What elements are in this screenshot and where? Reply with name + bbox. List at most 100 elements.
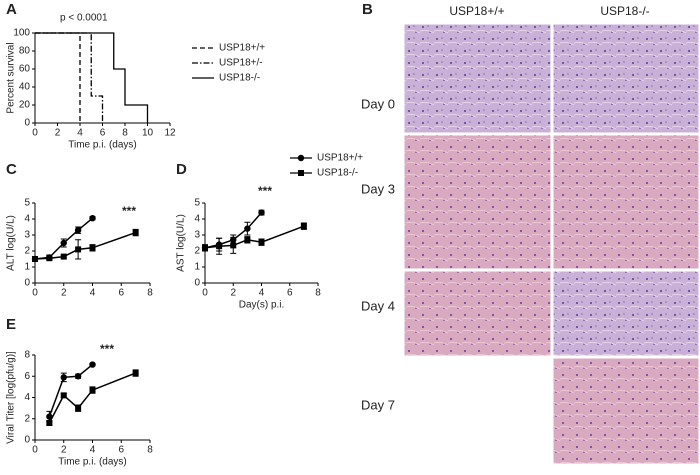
legend-marker xyxy=(298,170,304,176)
marker xyxy=(89,387,96,394)
y-tick-label: 1 xyxy=(194,262,200,273)
y-tick-label: 5 xyxy=(194,198,200,209)
marker xyxy=(32,256,38,262)
column-header: USP18-/- xyxy=(600,4,649,18)
y-axis-label: ALT log(U/L) xyxy=(6,215,17,271)
y-tick-label: 0 xyxy=(24,118,30,129)
x-tick-label: 12 xyxy=(164,128,176,139)
y-tick-label: 0 xyxy=(194,278,200,289)
x-tick-label: 4 xyxy=(90,288,96,299)
x-tick-label: 8 xyxy=(315,288,321,299)
y-tick-label: 3 xyxy=(194,230,200,241)
y-tick-label: 1 xyxy=(24,262,30,273)
marker xyxy=(202,244,208,251)
micrograph xyxy=(403,23,552,134)
y-tick-label: 5 xyxy=(24,198,30,209)
x-tick-label: 6 xyxy=(118,288,124,299)
panel-label: D xyxy=(176,161,187,178)
x-tick-label: 0 xyxy=(32,288,38,299)
marker xyxy=(60,374,67,381)
y-axis-label: Viral Titer [log(pfu/g)] xyxy=(6,351,17,444)
marker xyxy=(46,255,53,262)
legend-marker xyxy=(297,154,305,162)
x-axis-label: Time p.i. (days) xyxy=(68,140,137,151)
marker xyxy=(300,223,307,230)
y-tick-label: 100 xyxy=(13,28,30,39)
marker xyxy=(258,239,265,246)
x-tick-label: 4 xyxy=(90,445,96,456)
y-axis-label: AST log(U/L) xyxy=(176,214,187,272)
marker xyxy=(89,361,96,368)
panel-label: A xyxy=(6,1,17,18)
x-axis-label: Day(s) p.i. xyxy=(239,300,285,311)
marker xyxy=(46,413,53,420)
y-tick-label: 0 xyxy=(24,278,30,289)
x-tick-label: 2 xyxy=(55,128,61,139)
legend-label: USP18+/+ xyxy=(317,153,363,164)
annotation: *** xyxy=(258,184,272,198)
x-tick-label: 10 xyxy=(142,128,154,139)
x-tick-label: 4 xyxy=(259,288,265,299)
y-tick-label: 80 xyxy=(19,46,31,57)
annotation: *** xyxy=(122,204,136,218)
x-tick-label: 2 xyxy=(61,445,67,456)
x-tick-label: 2 xyxy=(230,288,236,299)
y-tick-label: 3 xyxy=(24,230,30,241)
legend-label: USP18-/- xyxy=(219,73,260,84)
x-tick-label: 0 xyxy=(32,128,38,139)
row-label: Day 0 xyxy=(361,96,395,111)
annotation: p < 0.0001 xyxy=(60,13,108,24)
marker xyxy=(244,236,251,243)
marker xyxy=(258,209,265,216)
panel-label: E xyxy=(6,316,16,333)
y-tick-label: 20 xyxy=(19,100,31,111)
micrograph xyxy=(403,270,552,357)
marker xyxy=(75,405,82,412)
micrograph xyxy=(552,357,700,465)
x-tick-label: 6 xyxy=(287,288,293,299)
x-tick-label: 0 xyxy=(202,288,208,299)
marker xyxy=(89,244,96,251)
y-tick-label: 2 xyxy=(194,246,200,257)
row-label: Day 3 xyxy=(361,181,395,196)
marker xyxy=(132,370,139,377)
marker xyxy=(60,239,67,247)
row-label: Day 4 xyxy=(361,298,395,313)
y-tick-label: 4 xyxy=(24,214,30,225)
marker xyxy=(230,242,237,249)
y-tick-label: 4 xyxy=(194,214,200,225)
annotation: *** xyxy=(100,342,114,356)
x-tick-label: 4 xyxy=(77,128,83,139)
x-tick-label: 6 xyxy=(100,128,106,139)
x-tick-label: 8 xyxy=(147,445,153,456)
y-tick-label: 6 xyxy=(24,371,30,382)
row-label: Day 7 xyxy=(361,397,395,412)
x-tick-label: 8 xyxy=(122,128,128,139)
x-tick-label: 6 xyxy=(118,445,124,456)
marker xyxy=(75,246,82,253)
legend-label: USP18+/+ xyxy=(219,43,265,54)
marker xyxy=(89,215,96,222)
histology-grid xyxy=(403,23,700,465)
y-tick-label: 60 xyxy=(19,64,31,75)
y-tick-label: 0 xyxy=(24,435,30,446)
y-tick-label: 40 xyxy=(19,82,31,93)
x-tick-label: 0 xyxy=(32,445,38,456)
y-tick-label: 4 xyxy=(24,392,30,403)
micrograph xyxy=(552,270,700,357)
marker xyxy=(74,227,82,234)
micrograph xyxy=(552,23,700,134)
marker xyxy=(216,243,223,250)
panel-label: B xyxy=(362,1,373,18)
marker xyxy=(60,392,67,399)
x-tick-label: 2 xyxy=(61,288,67,299)
panel-label: C xyxy=(6,161,17,178)
y-tick-label: 8 xyxy=(24,350,30,361)
marker xyxy=(46,420,53,426)
marker xyxy=(244,225,251,232)
survival-line xyxy=(35,32,81,123)
micrograph xyxy=(403,134,552,270)
marker xyxy=(60,253,67,260)
marker xyxy=(74,373,82,380)
